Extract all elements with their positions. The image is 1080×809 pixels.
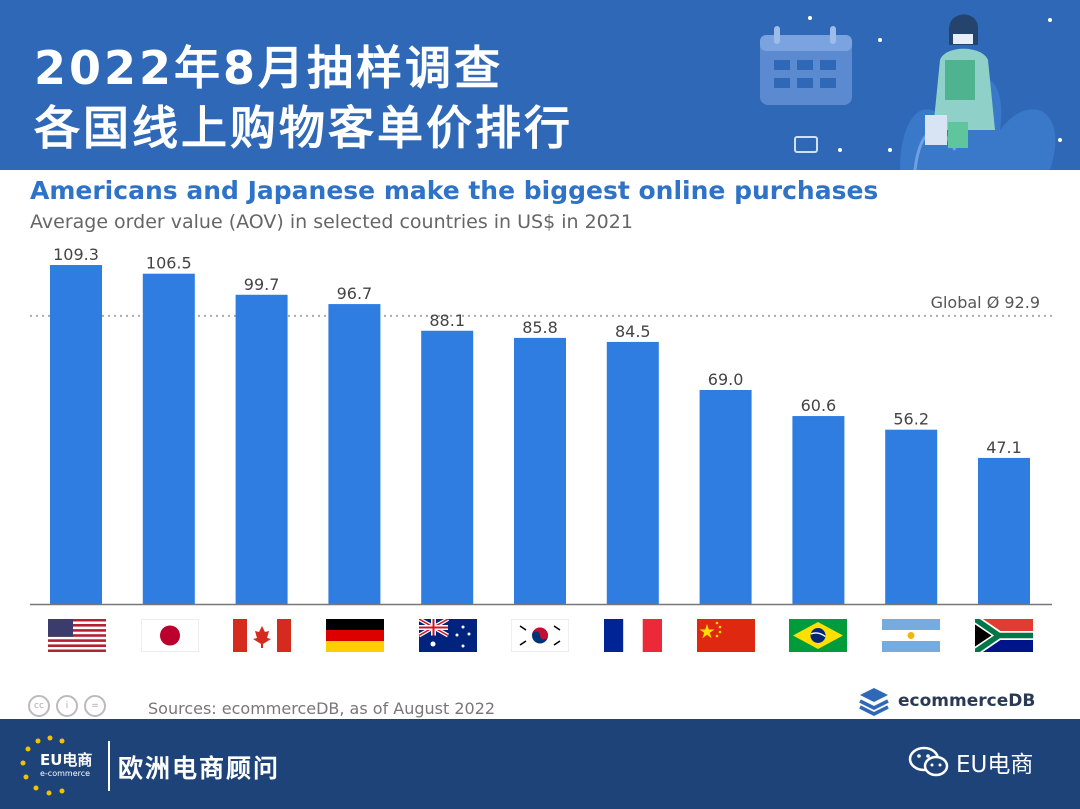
value-label: 85.8	[522, 318, 558, 337]
value-label: 84.5	[615, 322, 651, 341]
value-label: 56.2	[893, 410, 929, 429]
no-derivatives-icon: =	[84, 695, 106, 717]
flag-france-icon	[604, 619, 662, 652]
bar-united-states	[50, 265, 102, 604]
bar-south-korea	[514, 337, 566, 604]
flag-japan-icon	[141, 619, 199, 652]
bar-germany	[328, 304, 381, 604]
chart-subtitle: Average order value (AOV) in selected co…	[30, 211, 633, 233]
bar-brazil	[792, 416, 845, 604]
value-label: 99.7	[244, 275, 280, 294]
bar-australia	[421, 330, 474, 604]
wechat-icon	[908, 746, 949, 777]
value-label: 60.6	[801, 396, 837, 415]
source-note: Sources: ecommerceDB, as of August 2022	[148, 699, 496, 718]
layers-icon	[859, 688, 889, 716]
org-name: 欧洲电商顾问	[118, 754, 281, 783]
value-label: 88.1	[429, 311, 465, 330]
brand-name: ecommerceDB	[898, 691, 1036, 711]
flag-canada-icon	[233, 619, 291, 652]
flag-south-africa-icon	[975, 619, 1033, 652]
bottom-bar: EU电商 e-commerce 欧洲电商顾问 EU电商	[0, 719, 1080, 809]
value-label: 109.3	[53, 245, 99, 264]
flag-brazil-icon	[789, 619, 847, 652]
header-title-line1: 2022年8月抽样调查	[34, 41, 504, 95]
flag-germany-icon	[326, 619, 384, 652]
bar-south-africa	[978, 457, 1030, 604]
bar-argentina	[885, 429, 938, 604]
eu-logo-sub: e-commerce	[40, 769, 91, 778]
wechat-label: EU电商	[956, 752, 1034, 778]
bar-china	[699, 389, 752, 604]
eu-logo-text: EU电商	[40, 751, 93, 769]
eu-stars-icon	[20, 735, 65, 796]
flag-argentina-icon	[882, 619, 940, 652]
value-label: 69.0	[708, 370, 744, 389]
value-label: 96.7	[337, 284, 373, 303]
creative-commons-icon: cc	[28, 695, 50, 717]
ecommercedb-logo: ecommerceDB	[858, 686, 1035, 716]
header-title-line2: 各国线上购物客单价排行	[34, 101, 573, 155]
flag-south-korea-icon	[511, 619, 569, 652]
chart-title: Americans and Japanese make the biggest …	[30, 176, 879, 205]
attribution-icon: i	[56, 695, 78, 717]
flag-usa-icon	[48, 619, 106, 652]
bar-france	[606, 341, 659, 604]
divider	[108, 741, 110, 791]
license-icons: cc i =	[28, 695, 112, 717]
flag-australia-icon	[419, 619, 477, 652]
value-label: 106.5	[146, 254, 192, 273]
wechat-account: EU电商	[908, 745, 1033, 779]
global-average-label: Global Ø 92.9	[931, 293, 1040, 312]
header-banner: 2022年8月抽样调查 各国线上购物客单价排行	[0, 0, 1080, 170]
bar-japan	[142, 273, 195, 604]
value-label: 47.1	[986, 438, 1022, 457]
bar-canada	[235, 294, 288, 604]
bar-chart: Global Ø 92.9 109.3 106.5 99.7 96.7 88.1 85.8 8…	[30, 245, 1052, 606]
flag-china-icon	[697, 619, 755, 652]
shopping-illustration-icon	[760, 14, 1062, 170]
